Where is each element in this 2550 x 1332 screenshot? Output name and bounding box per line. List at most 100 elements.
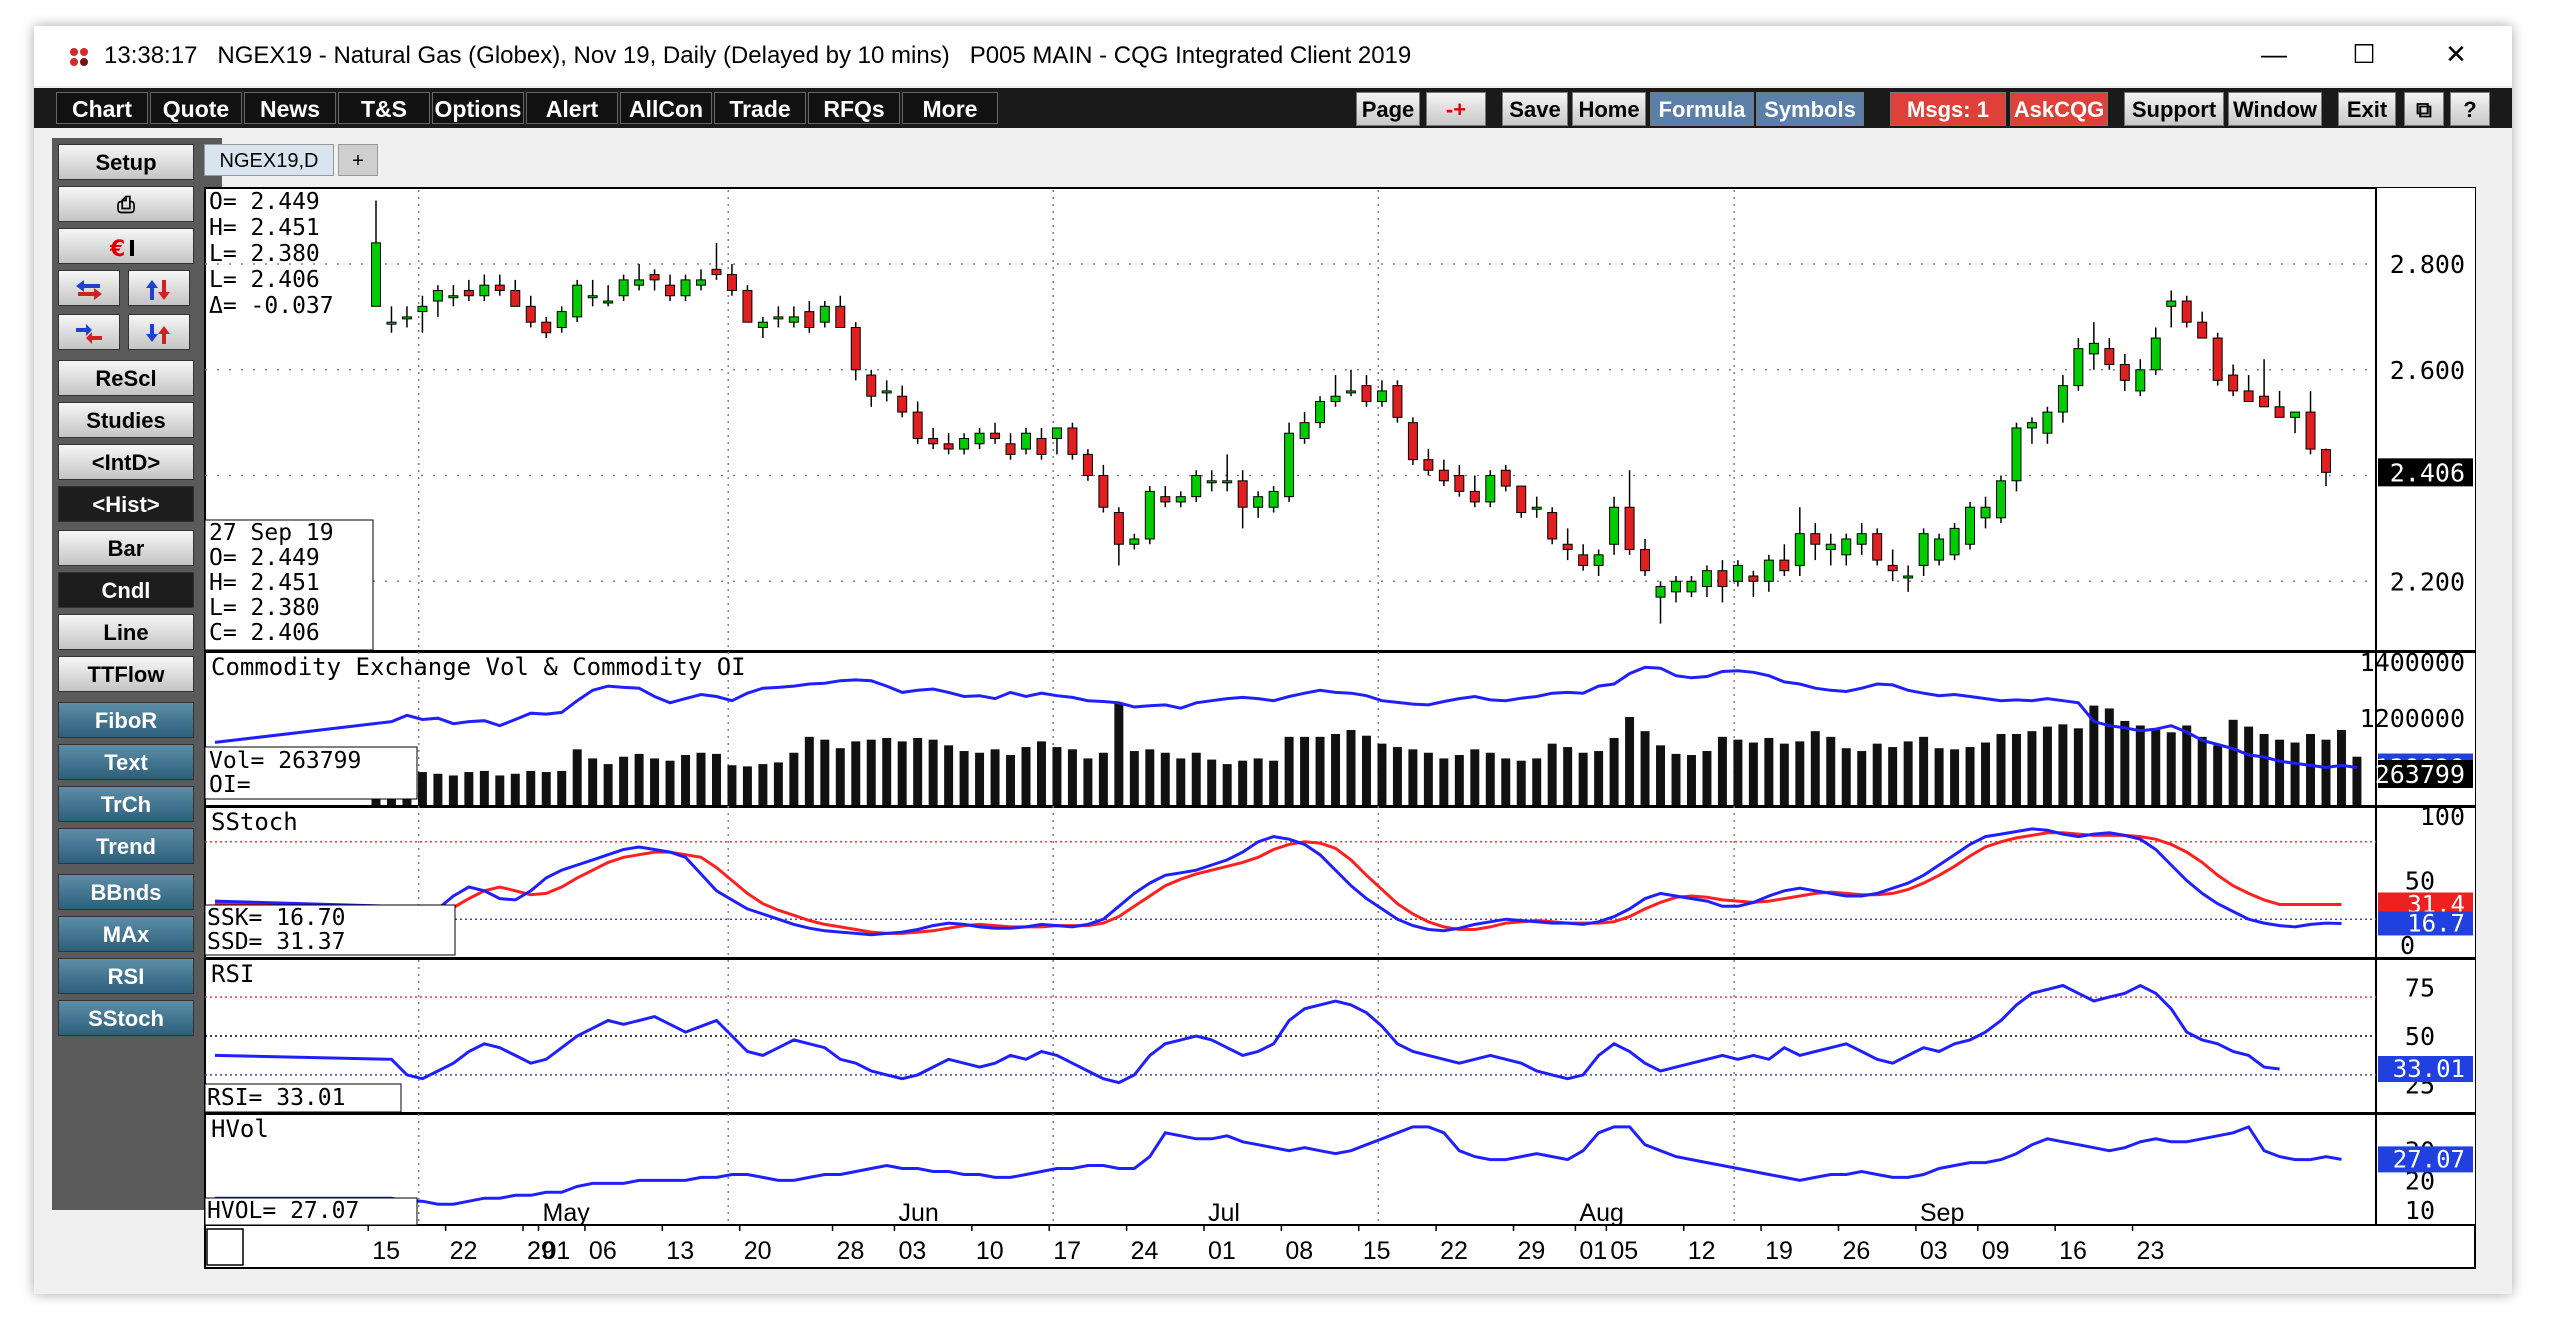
plus-minus-button[interactable]: -+ [1426,92,1486,126]
compress-horizontal-button[interactable] [58,314,120,350]
max-button[interactable]: MAx [58,916,194,952]
candle-body [726,274,737,291]
candle-body [696,279,706,286]
menu-rfqs[interactable]: RFQs [808,92,900,124]
setup-button[interactable]: Setup [58,144,194,180]
candle-body [804,311,815,328]
candle-body [2259,395,2270,408]
candle-body [1701,570,1712,588]
candle-body [757,321,768,328]
volume-bar [2042,726,2052,805]
last-price-badge [2378,458,2473,487]
scroll-up-down-button[interactable] [128,270,190,306]
menu-chart[interactable]: Chart [56,92,148,124]
window-title: 13:38:17 NGEX19 - Natural Gas (Globex), … [104,42,1412,69]
save-button[interactable]: Save [1502,92,1568,126]
x-axis-tick-label: 10 [976,1237,1004,1265]
trend-button[interactable]: Trend [58,828,194,864]
candle-body [866,374,877,397]
candle-body [1376,390,1387,402]
candle-body [1129,538,1140,545]
print-icon[interactable]: ⎙ [58,186,194,222]
support-button[interactable]: Support [2124,92,2224,126]
window-button[interactable]: Window [2228,92,2322,126]
x-axis-tick-label: 03 [898,1237,926,1265]
volume-bar [2290,742,2300,805]
x-axis-tick-label: 06 [589,1237,617,1265]
date-box-line: C= 2.406 [209,620,320,646]
volume-bar [1284,736,1294,805]
volume-axis-tick: 1200000 [2360,704,2465,733]
add-tab-button[interactable]: + [338,144,378,176]
volume-bar [1795,741,1805,805]
volume-bar [448,775,458,805]
volume-bar [1841,748,1851,805]
volume-bar [665,760,675,805]
volume-bar [479,770,489,805]
askcqg-button[interactable]: AskCQG [2010,92,2108,126]
close-button[interactable]: ✕ [2445,39,2467,69]
menu-news[interactable]: News [244,92,336,124]
candle-body [1640,549,1651,572]
help-button[interactable]: ? [2450,92,2490,126]
historical-button[interactable]: <Hist> [58,486,194,522]
trch-button[interactable]: TrCh [58,786,194,822]
menu-quote[interactable]: Quote [150,92,242,124]
candle-body [1624,506,1635,551]
restore-icon[interactable]: ⧉ [2404,92,2444,126]
fibor-button[interactable]: FiboR [58,702,194,738]
candle-body [463,289,474,297]
volume-bar [2321,739,2331,805]
menu-options[interactable]: Options [432,92,524,124]
ttflow-button[interactable]: TTFlow [58,656,194,692]
candle-body [1315,400,1326,424]
candle-body [1732,564,1743,582]
sstoch-axis-tick: 0 [2400,931,2415,960]
candle-body [1856,533,1867,545]
candle-body [1082,453,1093,477]
menu-more[interactable]: More [902,92,998,124]
minimize-button[interactable]: — [2261,39,2287,69]
candle-body [1717,570,1728,588]
scroll-left-right-button[interactable] [58,270,120,306]
volume-bar [2197,736,2207,805]
euro-currency-button[interactable]: € [58,228,194,264]
bar-chart-button[interactable]: Bar [58,530,194,566]
line-chart-button[interactable]: Line [58,614,194,650]
candle-body [1980,506,1991,519]
exit-button[interactable]: Exit [2338,92,2396,126]
ssk-badge [2378,911,2473,936]
tab-ngex19-daily[interactable]: NGEX19,D [204,144,334,176]
cqg-logo-icon [68,46,90,68]
candle-body [2166,300,2177,307]
compress-vertical-button[interactable] [128,314,190,350]
candle-body [1918,533,1929,566]
formula-button[interactable]: Formula [1650,92,1754,126]
bbands-button[interactable]: BBnds [58,874,194,910]
candle-body [1113,512,1124,545]
rescale-button[interactable]: ReScl [58,360,194,396]
page-button[interactable]: Page [1356,92,1420,126]
volume-bar [603,764,613,805]
hvol-box-line: HVOL= 27.07 [207,1198,359,1224]
price-tick-label: 2.600 [2390,356,2465,385]
candle-body [2135,369,2146,392]
msgs-button[interactable]: Msgs: 1 [1890,92,2006,126]
home-button[interactable]: Home [1572,92,1646,126]
intraday-button[interactable]: <IntD> [58,444,194,480]
rsi-button[interactable]: RSI [58,958,194,994]
candle-chart-button[interactable]: Cndl [58,572,194,608]
menu-trade[interactable]: Trade [714,92,806,124]
volume-bar [1981,742,1991,805]
sstoch-axis-tick: 50 [2405,867,2435,896]
menu-allcon[interactable]: AllCon [620,92,712,124]
maximize-button[interactable]: ☐ [2352,39,2376,69]
menu-alert[interactable]: Alert [526,92,618,124]
studies-button[interactable]: Studies [58,402,194,438]
text-tool-button[interactable]: Text [58,744,194,780]
menu-ts[interactable]: T&S [338,92,430,124]
symbols-button[interactable]: Symbols [1756,92,1864,126]
sstoch-button[interactable]: SStoch [58,1000,194,1036]
volume-bar [835,748,845,805]
